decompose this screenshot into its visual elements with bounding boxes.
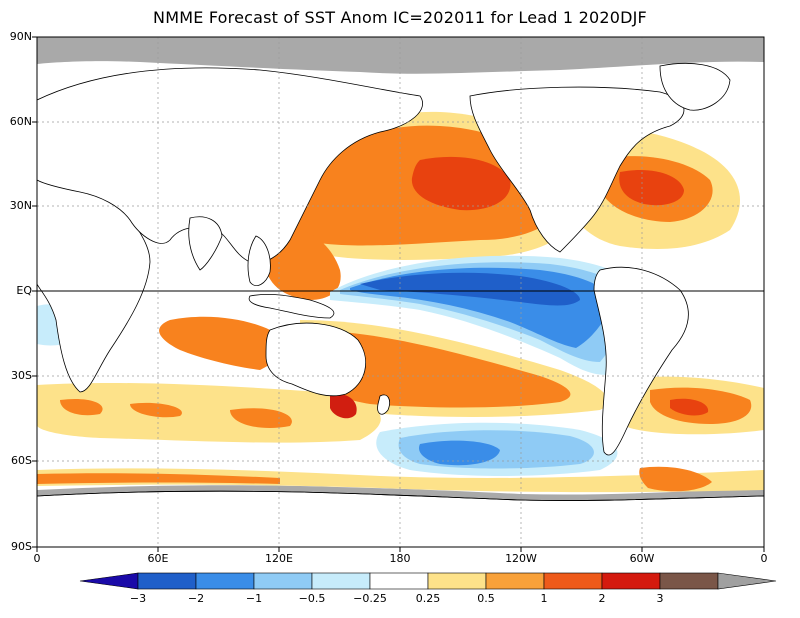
indonesia xyxy=(248,293,335,319)
lat-label-60s: 60S xyxy=(11,454,32,467)
colorbar-label: 2 xyxy=(598,592,606,605)
southeast-asia xyxy=(247,235,271,286)
colorbar-label: 0.25 xyxy=(415,592,441,605)
southern-ocean-warm-patch xyxy=(639,466,712,492)
colorbar-label: −0.25 xyxy=(353,592,387,605)
antarctic-land xyxy=(37,490,764,547)
north-america xyxy=(469,86,685,253)
southern-warm-band xyxy=(37,468,764,493)
tasman-warm-max xyxy=(330,394,357,419)
colorbar-segment xyxy=(253,572,313,590)
south-indian-warm xyxy=(37,382,381,443)
antarctica-coast xyxy=(37,490,764,501)
lon-label-180: 180 xyxy=(389,552,411,565)
lat-label-30n: 30N xyxy=(9,199,32,212)
colorbar xyxy=(79,572,777,590)
colorbar-arrow-right xyxy=(717,572,777,590)
south-indian-warm-core xyxy=(60,398,292,429)
colorbar-segment xyxy=(311,572,371,590)
lon-label-60w: 60W xyxy=(629,552,655,565)
indian-ocean-warm xyxy=(159,316,286,370)
lon-label-0-east: 0 xyxy=(760,552,768,565)
colorbar-segment xyxy=(137,572,197,590)
india xyxy=(188,216,223,271)
map-field xyxy=(37,37,764,547)
colorbar-segment xyxy=(659,572,719,590)
lon-label-120e: 120E xyxy=(265,552,293,565)
colorbar-segment xyxy=(601,572,661,590)
colorbar-segment xyxy=(195,572,255,590)
colorbar-label: −1 xyxy=(245,592,263,605)
colorbar-arrow-left xyxy=(79,572,139,590)
greenland xyxy=(659,63,731,111)
south-atlantic-warm-max xyxy=(670,398,709,416)
north-pacific-warm-core xyxy=(411,156,511,211)
colorbar-label: −3 xyxy=(129,592,147,605)
lon-label-120w: 120W xyxy=(505,552,537,565)
continents xyxy=(37,63,764,501)
southern-warm-band-core xyxy=(37,473,280,484)
colorbar-segment xyxy=(485,572,545,590)
colorbar-label: −2 xyxy=(187,592,205,605)
lon-label-60e: 60E xyxy=(147,552,169,565)
axis-ticks xyxy=(32,36,765,552)
new-zealand xyxy=(377,394,390,415)
colorbar-segment xyxy=(369,572,429,590)
eurasia xyxy=(37,67,423,264)
lat-label-90s: 90S xyxy=(11,540,32,553)
colorbar-segment xyxy=(543,572,603,590)
south-pacific-warm-mid xyxy=(310,330,571,408)
colorbar-label: 1 xyxy=(540,592,548,605)
map-title: NMME Forecast of SST Anom IC=202011 for … xyxy=(153,8,647,27)
lat-label-eq: EQ xyxy=(16,284,32,297)
lat-label-90n: 90N xyxy=(9,30,32,43)
colorbar-segment xyxy=(427,572,487,590)
colorbar-label: −0.5 xyxy=(298,592,326,605)
gridlines xyxy=(37,37,764,547)
lat-label-60n: 60N xyxy=(9,115,32,128)
southern-ocean-cold-core xyxy=(418,440,500,466)
colorbar-label: 3 xyxy=(656,592,664,605)
lon-label-0: 0 xyxy=(33,552,41,565)
north-atlantic-warm-max xyxy=(619,170,684,206)
la-nina-cold-core xyxy=(360,272,580,306)
lat-label-30s: 30S xyxy=(11,369,32,382)
australia xyxy=(265,322,366,397)
arctic-ice xyxy=(37,37,764,74)
colorbar-label: 0.5 xyxy=(477,592,495,605)
